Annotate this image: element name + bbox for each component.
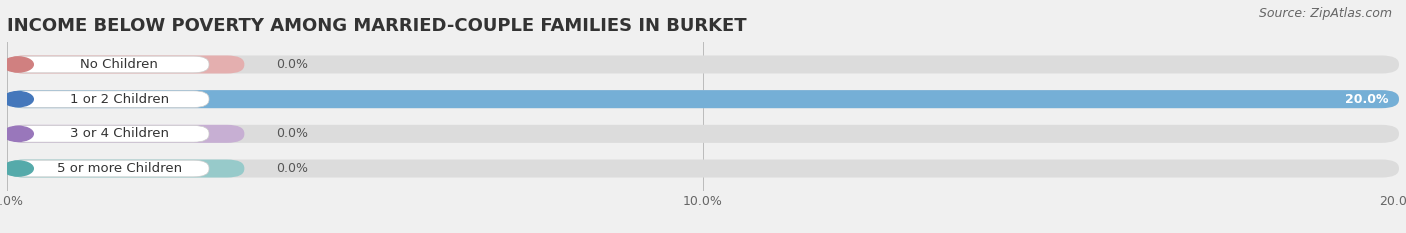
FancyBboxPatch shape bbox=[7, 90, 1399, 108]
FancyBboxPatch shape bbox=[7, 55, 1399, 73]
Text: 3 or 4 Children: 3 or 4 Children bbox=[70, 127, 169, 140]
Text: 0.0%: 0.0% bbox=[276, 162, 308, 175]
FancyBboxPatch shape bbox=[7, 125, 245, 143]
FancyBboxPatch shape bbox=[10, 126, 209, 142]
Circle shape bbox=[3, 126, 34, 141]
Text: 1 or 2 Children: 1 or 2 Children bbox=[70, 93, 169, 106]
Circle shape bbox=[3, 92, 34, 107]
Text: Source: ZipAtlas.com: Source: ZipAtlas.com bbox=[1258, 7, 1392, 20]
Circle shape bbox=[3, 57, 34, 72]
FancyBboxPatch shape bbox=[7, 160, 245, 178]
FancyBboxPatch shape bbox=[7, 160, 1399, 178]
FancyBboxPatch shape bbox=[10, 91, 209, 107]
FancyBboxPatch shape bbox=[7, 55, 245, 73]
Text: 20.0%: 20.0% bbox=[1346, 93, 1389, 106]
Text: 5 or more Children: 5 or more Children bbox=[56, 162, 181, 175]
FancyBboxPatch shape bbox=[10, 160, 209, 177]
FancyBboxPatch shape bbox=[7, 90, 1399, 108]
FancyBboxPatch shape bbox=[7, 125, 1399, 143]
Circle shape bbox=[3, 161, 34, 176]
FancyBboxPatch shape bbox=[10, 56, 209, 73]
Text: 0.0%: 0.0% bbox=[276, 58, 308, 71]
Text: INCOME BELOW POVERTY AMONG MARRIED-COUPLE FAMILIES IN BURKET: INCOME BELOW POVERTY AMONG MARRIED-COUPL… bbox=[7, 17, 747, 35]
Text: No Children: No Children bbox=[80, 58, 157, 71]
Text: 0.0%: 0.0% bbox=[276, 127, 308, 140]
